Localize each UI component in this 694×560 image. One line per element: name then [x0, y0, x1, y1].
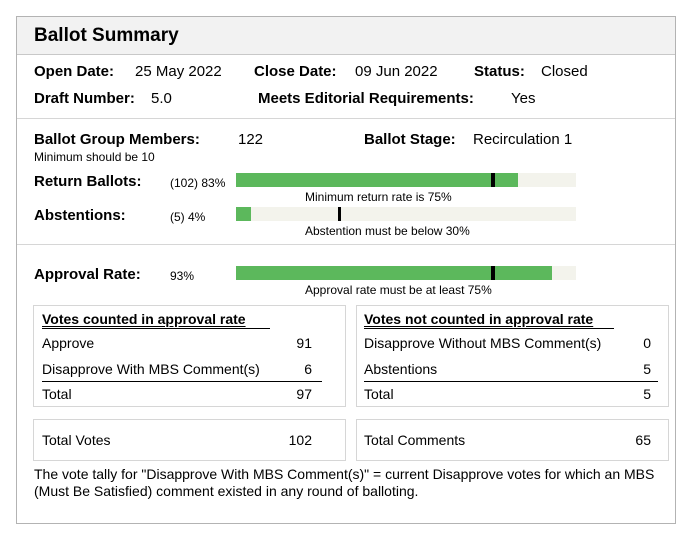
approval-rate-threshold-marker	[491, 266, 495, 280]
members-minimum-note: Minimum should be 10	[34, 150, 155, 164]
votes-not-counted-header-underline	[364, 328, 614, 329]
counted-total-line	[42, 381, 322, 382]
ballot-summary-panel	[16, 16, 676, 524]
not-counted-row-label: Disapprove Without MBS Comment(s)	[364, 335, 602, 351]
ballot-group-members-value: 122	[238, 131, 264, 148]
total-votes-box	[33, 419, 346, 461]
section-divider	[17, 118, 675, 119]
counted-row-value: 91	[296, 335, 312, 351]
close-date-label: Close Date:	[254, 63, 337, 80]
votes-not-counted-header: Votes not counted in approval rate	[364, 311, 594, 327]
not-counted-row-label: Abstentions	[364, 361, 438, 377]
total-comments-value: 65	[635, 432, 651, 448]
return-ballots-threshold-marker	[491, 173, 495, 187]
draft-number-label: Draft Number:	[34, 90, 135, 107]
counted-total-value: 97	[296, 386, 312, 402]
counted-total-label: Total	[42, 386, 72, 402]
draft-number-value: 5.0	[151, 90, 172, 107]
abstentions-value: (5) 4%	[170, 210, 206, 224]
total-comments-box	[356, 419, 669, 461]
vote-tally-footnote: The vote tally for "Disapprove With MBS …	[34, 466, 655, 499]
votes-counted-box	[33, 305, 346, 407]
approval-rate-bar	[236, 266, 576, 280]
approval-rate-label: Approval Rate:	[34, 266, 141, 283]
title-bar	[17, 17, 675, 55]
page-title: Ballot Summary	[34, 25, 179, 46]
counted-row-label: Disapprove With MBS Comment(s)	[42, 361, 260, 377]
abstentions-bar	[236, 207, 576, 221]
return-rate-note: Minimum return rate is 75%	[305, 190, 452, 204]
total-comments-label: Total Comments	[364, 432, 466, 448]
counted-row-value: 6	[304, 361, 312, 377]
total-votes-label: Total Votes	[42, 432, 111, 448]
return-ballots-value: (102) 83%	[170, 176, 226, 190]
editorial-requirements-value: Yes	[511, 90, 536, 107]
total-votes-value: 102	[288, 432, 312, 448]
ballot-stage-label: Ballot Stage:	[364, 131, 456, 148]
not-counted-total-line	[364, 381, 658, 382]
not-counted-total-value: 5	[643, 386, 651, 402]
approval-rate-value: 93%	[170, 269, 195, 283]
counted-row-label: Approve	[42, 335, 95, 351]
return-ballots-label: Return Ballots:	[34, 173, 142, 190]
approval-rate-bar-fill	[236, 266, 552, 280]
not-counted-row-value: 5	[643, 361, 651, 377]
open-date-label: Open Date:	[34, 63, 115, 80]
abstentions-label: Abstentions:	[34, 207, 126, 224]
open-date-value: 25 May 2022	[135, 63, 222, 80]
votes-counted-header-underline	[42, 328, 270, 329]
status-value: Closed	[541, 63, 588, 80]
approval-rate-note: Approval rate must be at least 75%	[305, 283, 492, 297]
not-counted-total-label: Total	[364, 386, 394, 402]
close-date-value: 09 Jun 2022	[355, 63, 438, 80]
return-ballots-bar	[236, 173, 576, 187]
abstentions-bar-fill	[236, 207, 251, 221]
status-label: Status:	[474, 63, 525, 80]
abstentions-threshold-marker	[338, 207, 341, 221]
abstention-note: Abstention must be below 30%	[305, 224, 470, 238]
votes-counted-header: Votes counted in approval rate	[42, 311, 246, 327]
ballot-stage-value: Recirculation 1	[473, 131, 573, 148]
not-counted-row-value: 0	[643, 335, 651, 351]
votes-not-counted-box	[356, 305, 669, 407]
ballot-group-members-label: Ballot Group Members:	[34, 131, 200, 148]
return-ballots-bar-fill	[236, 173, 518, 187]
editorial-requirements-label: Meets Editorial Requirements:	[258, 90, 474, 107]
section-divider	[17, 244, 675, 245]
